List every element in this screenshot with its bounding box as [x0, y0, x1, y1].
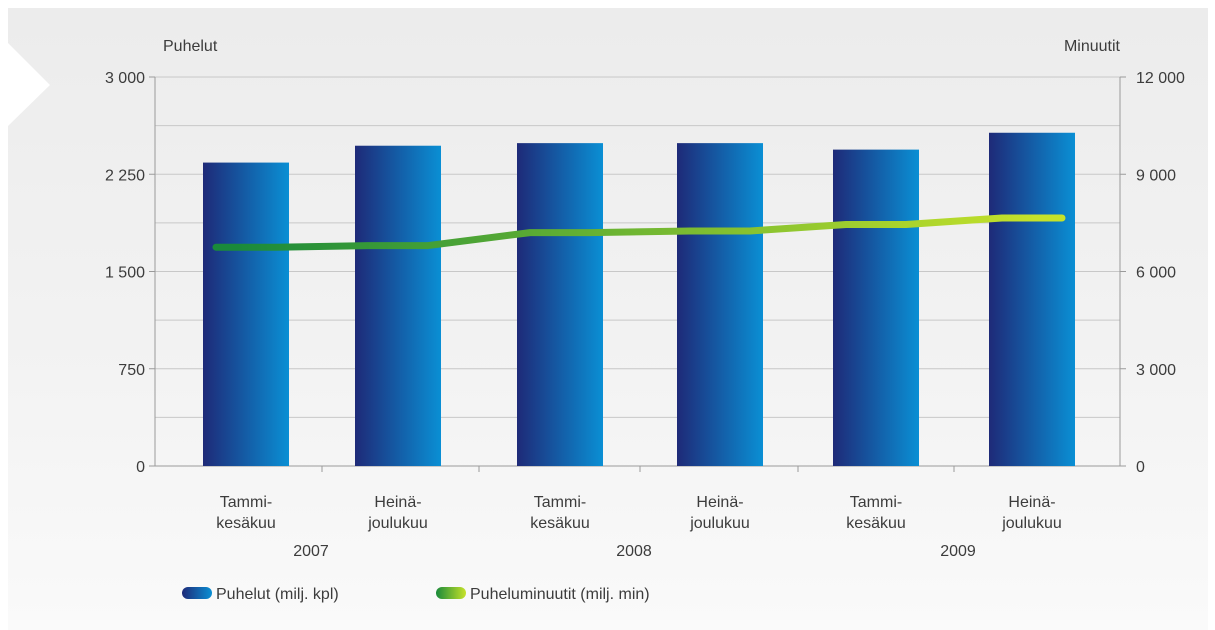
line-puheluminuutit [212, 214, 1066, 251]
chart-panel: 0 750 1 500 2 250 3 000 0 3 000 6 000 9 000 12 00… [8, 8, 1208, 630]
chart-svg: 0 750 1 500 2 250 3 000 0 3 000 6 000 9 000 12 00… [8, 38, 1185, 603]
left-tick-label: 2 250 [105, 167, 145, 184]
bar-puhelut [517, 143, 603, 466]
category-label-line1: Heinä- [696, 494, 743, 511]
right-tick-label: 0 [1136, 459, 1145, 476]
year-label: 2009 [940, 543, 976, 560]
bar-puhelut [677, 143, 763, 466]
legend-label-puheluminuutit: Puheluminuutit (milj. min) [470, 586, 650, 603]
category-label-line1: Tammi- [534, 494, 586, 511]
bar-puhelut [203, 162, 289, 466]
category-label-line1: Heinä- [374, 494, 421, 511]
legend-label-puhelut: Puhelut (milj. kpl) [216, 586, 339, 603]
right-tick-label: 6 000 [1136, 265, 1176, 282]
category-label-line2: joulukuu [1001, 515, 1062, 532]
left-axis-title: Puhelut [163, 38, 218, 55]
category-label-line2: kesäkuu [216, 515, 276, 532]
right-tick-label: 12 000 [1136, 70, 1185, 87]
category-label-line2: joulukuu [689, 515, 750, 532]
left-tick-label: 750 [118, 362, 145, 379]
right-tick-label: 9 000 [1136, 167, 1176, 184]
category-label-line1: Heinä- [1008, 494, 1055, 511]
legend-swatch-puhelut [182, 587, 212, 599]
category-label-line1: Tammi- [220, 494, 272, 511]
year-label: 2007 [293, 543, 329, 560]
bar-puhelut [833, 149, 919, 466]
year-label: 2008 [616, 543, 652, 560]
left-tick-label: 0 [136, 459, 145, 476]
chevron-decoration [8, 43, 50, 126]
left-tick-label: 1 500 [105, 265, 145, 282]
right-tick-label: 3 000 [1136, 362, 1176, 379]
bars-layer [203, 132, 1075, 467]
bar-puhelut [989, 132, 1075, 467]
category-label-line2: kesäkuu [530, 515, 590, 532]
line-layer [212, 214, 1066, 251]
grid-layer [154, 76, 1121, 467]
legend: Puhelut (milj. kpl) Puheluminuutit (milj… [182, 586, 650, 603]
right-axis-title: Minuutit [1064, 38, 1121, 55]
axis-layer: 0 750 1 500 2 250 3 000 0 3 000 6 000 9 000 12 00… [105, 70, 1185, 560]
legend-swatch-puheluminuutit [436, 587, 466, 599]
category-label-line2: joulukuu [367, 515, 428, 532]
category-label-line1: Tammi- [850, 494, 902, 511]
bar-puhelut [355, 145, 441, 466]
left-tick-label: 3 000 [105, 70, 145, 87]
category-label-line2: kesäkuu [846, 515, 906, 532]
